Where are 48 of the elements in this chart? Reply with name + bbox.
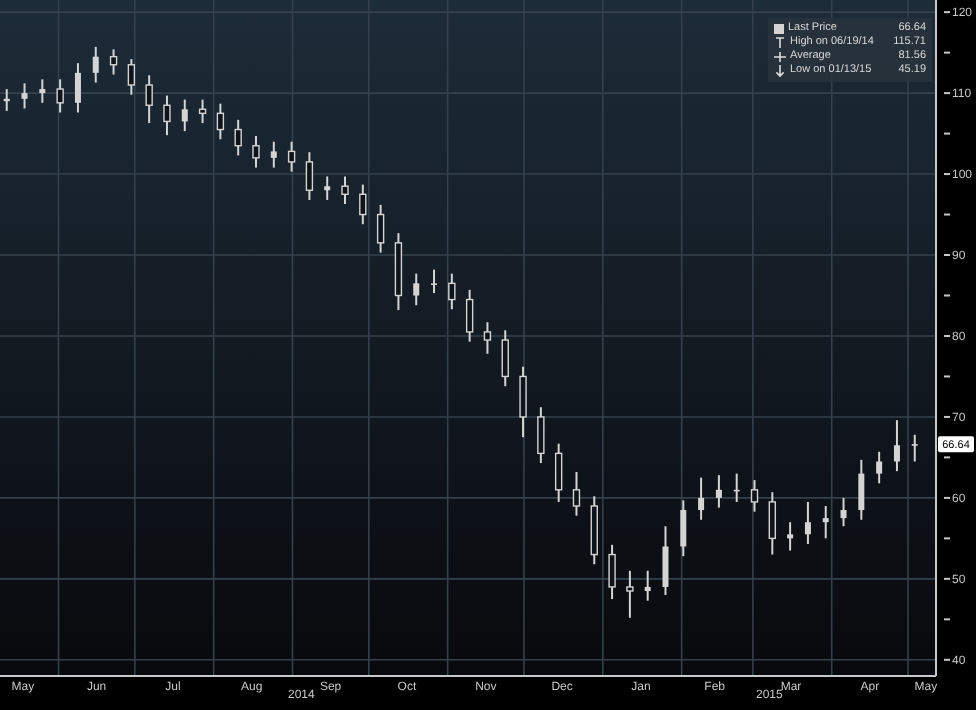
candlestick	[893, 419, 900, 473]
candlestick	[109, 48, 118, 76]
candlestick	[698, 476, 705, 521]
candlestick	[252, 135, 260, 169]
candlestick	[572, 470, 581, 517]
candlestick	[554, 442, 563, 503]
candlestick	[56, 78, 64, 114]
candlestick	[163, 94, 171, 137]
candlestick	[519, 365, 527, 439]
candlestick	[145, 74, 153, 125]
candlestick	[787, 521, 794, 552]
candlestick	[680, 499, 687, 558]
candlestick	[92, 45, 99, 84]
candlestick	[501, 329, 509, 388]
candlestick	[270, 140, 277, 169]
candlestick	[465, 288, 474, 343]
candlestick	[715, 474, 722, 509]
candlestick	[822, 504, 829, 540]
candlestick	[858, 458, 865, 521]
candlestick	[626, 569, 634, 619]
candlestick	[359, 183, 367, 226]
candlestick	[181, 98, 188, 133]
candlestick	[911, 433, 918, 463]
candlestick	[644, 569, 651, 602]
candlestick	[448, 272, 456, 311]
candlestick	[662, 525, 669, 597]
candlestick	[127, 58, 136, 96]
candlestick	[804, 500, 811, 546]
candlestick	[431, 268, 438, 295]
candlestick	[376, 203, 385, 254]
candlestick	[750, 479, 759, 513]
candlestick	[74, 62, 81, 114]
candlestick	[305, 151, 314, 201]
candlestick	[768, 491, 777, 556]
candlestick	[341, 175, 349, 206]
candlestick	[483, 321, 492, 355]
candlestick	[39, 78, 46, 104]
candlestick	[198, 98, 207, 125]
candlestick	[608, 543, 616, 601]
candlestick	[234, 118, 242, 157]
candlestick	[216, 102, 225, 141]
candlestick	[413, 272, 420, 307]
candlestick	[537, 406, 545, 465]
candlestick	[21, 82, 28, 110]
candlestick	[287, 140, 296, 173]
candlestick	[324, 175, 331, 201]
candlestick	[840, 496, 847, 528]
candlestick	[876, 450, 883, 485]
